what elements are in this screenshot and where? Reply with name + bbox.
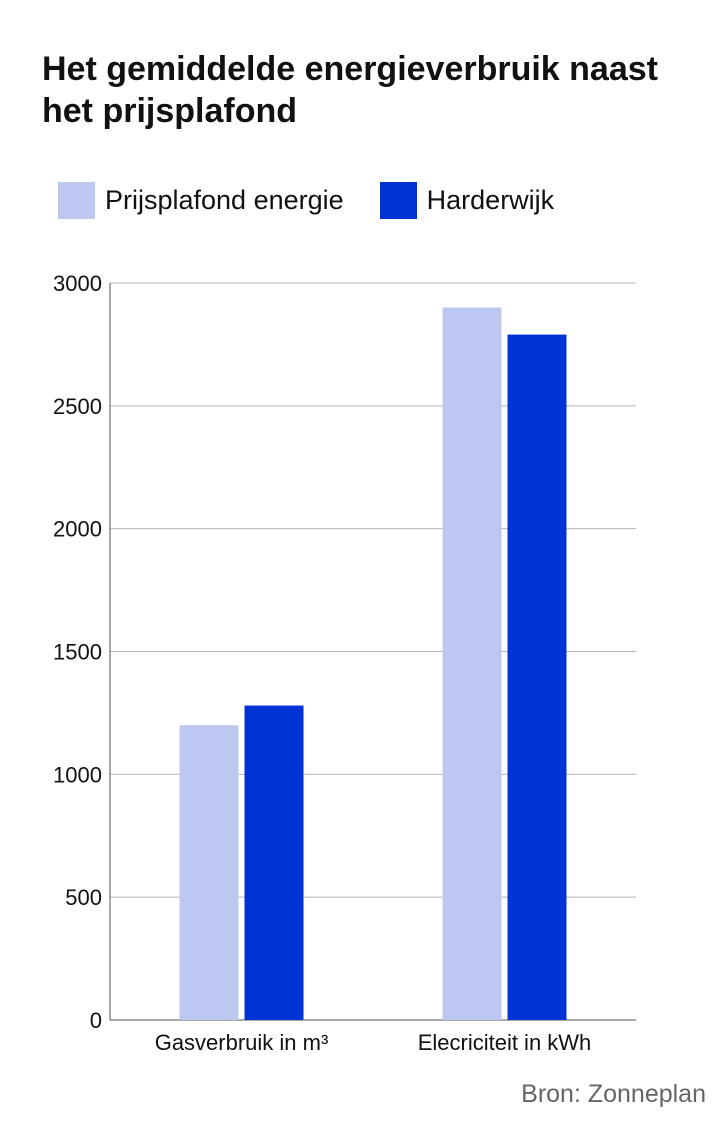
y-tick-label: 2500 xyxy=(53,394,102,419)
legend-swatch-prijsplafond xyxy=(58,182,95,219)
y-tick-label: 1000 xyxy=(53,762,102,787)
chart-title: Het gemiddelde energieverbruik naast het… xyxy=(42,50,658,130)
bar xyxy=(442,307,502,1021)
x-tick-label: Elecriciteit in kWh xyxy=(418,1030,592,1055)
bar xyxy=(244,705,304,1020)
legend-item-prijsplafond: Prijsplafond energie xyxy=(58,182,344,219)
source-note: Bron: Zonneplan xyxy=(521,1080,706,1108)
bar xyxy=(507,334,567,1021)
legend: Prijsplafond energie Harderwijk xyxy=(58,182,590,219)
legend-label-harderwijk: Harderwijk xyxy=(426,185,555,215)
y-tick-label: 3000 xyxy=(53,271,102,296)
bar xyxy=(179,725,239,1020)
legend-item-harderwijk: Harderwijk xyxy=(379,182,555,219)
y-tick-label: 2000 xyxy=(53,517,102,542)
y-tick-label: 500 xyxy=(65,885,102,910)
legend-swatch-harderwijk xyxy=(379,182,417,219)
x-tick-label: Gasverbruik in m³ xyxy=(155,1030,329,1055)
y-tick-label: 0 xyxy=(90,1008,102,1033)
y-tick-label: 1500 xyxy=(53,640,102,665)
legend-label-prijsplafond: Prijsplafond energie xyxy=(105,185,344,215)
